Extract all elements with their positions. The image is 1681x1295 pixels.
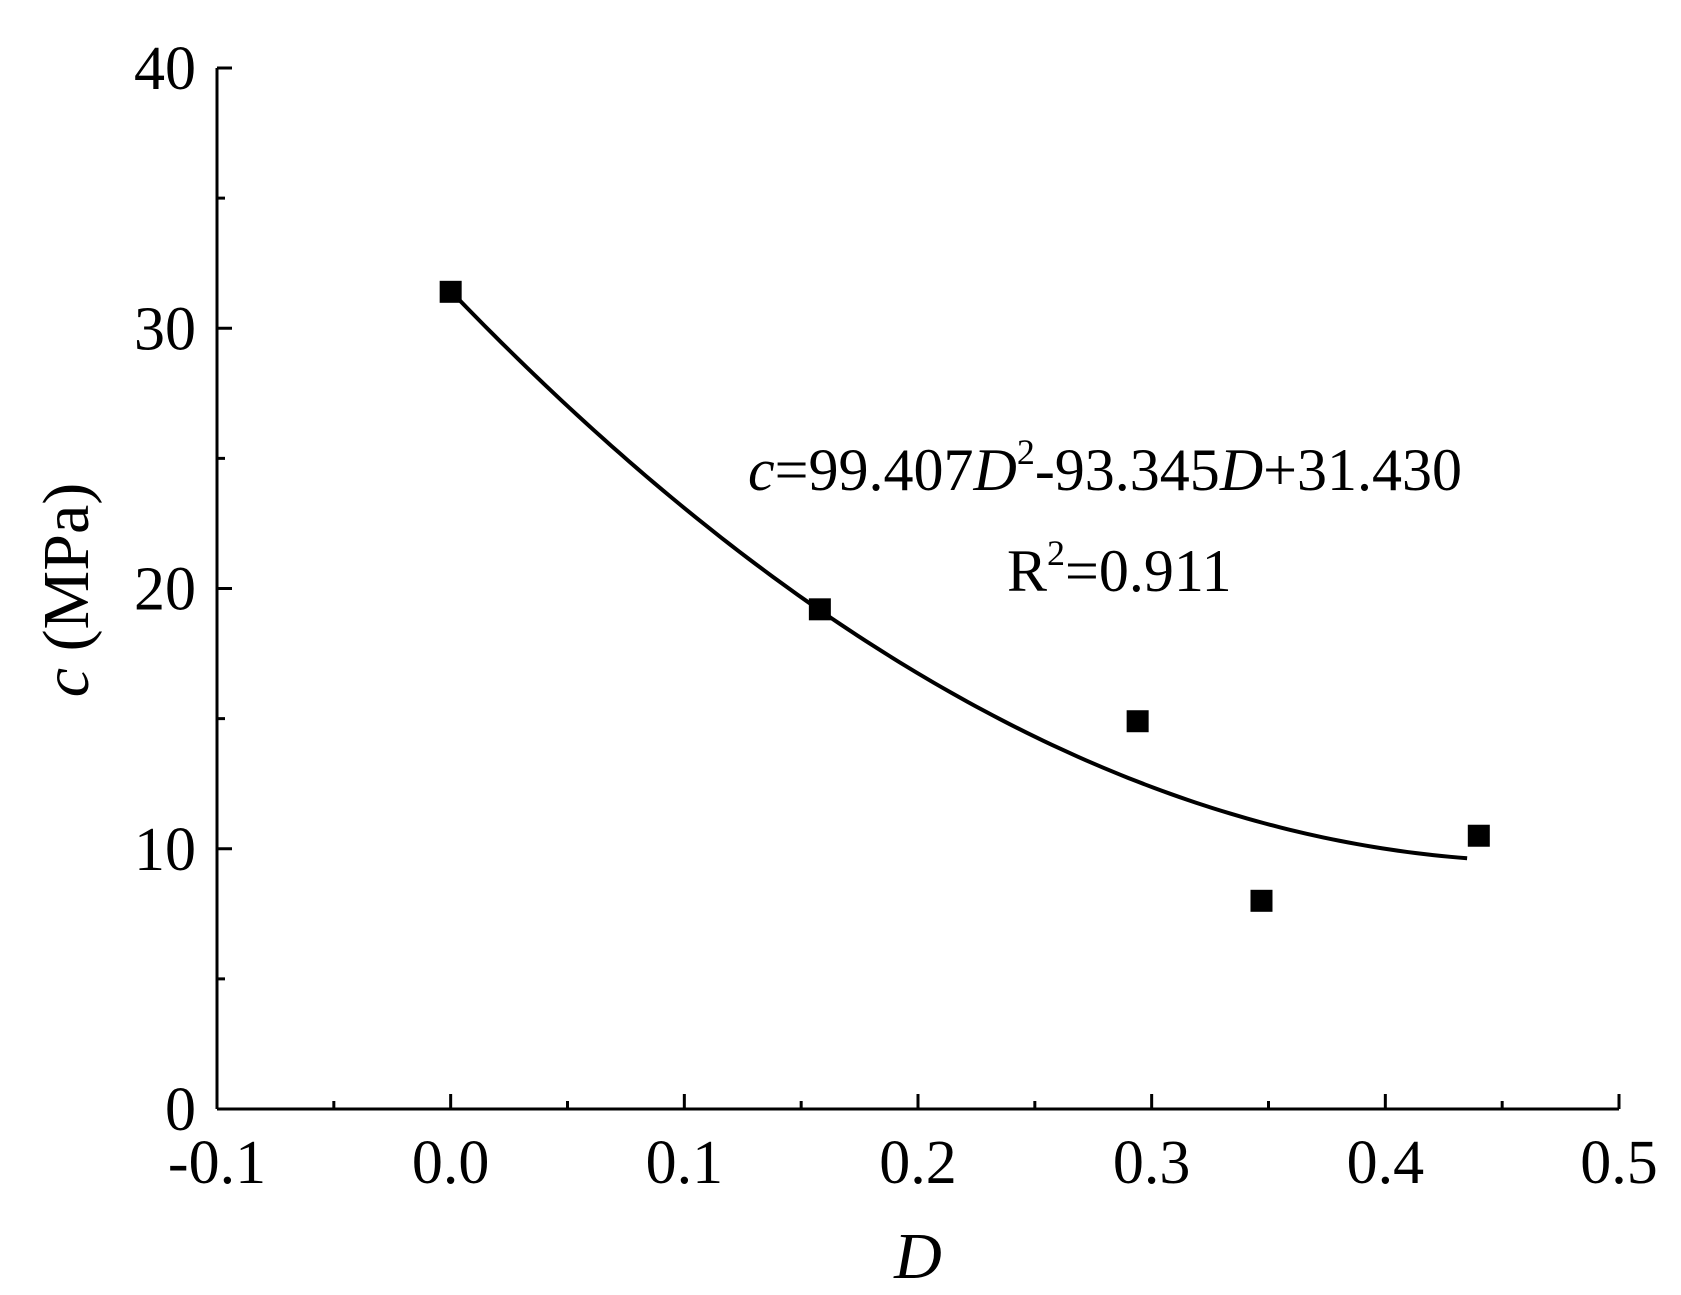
eq-d1: D xyxy=(972,437,1016,503)
x-tick-label-6: 0.5 xyxy=(1580,1129,1658,1197)
axes xyxy=(215,68,1619,1111)
data-point-1 xyxy=(808,598,831,621)
data-point-4 xyxy=(1467,824,1490,847)
eq-part2: -93.345 xyxy=(1035,437,1220,503)
x-tick-labels: -0.1 0.0 0.1 0.2 0.3 0.4 0.5 xyxy=(168,1129,1658,1197)
y-ticks xyxy=(217,66,232,1111)
eq-d2: D xyxy=(1219,437,1263,503)
eq-sup: 2 xyxy=(1017,432,1035,472)
y-axis-title: c (MPa) xyxy=(30,483,103,697)
y-tick-label-4: 40 xyxy=(134,35,196,103)
y-tick-label-3: 30 xyxy=(134,295,196,363)
data-point-3 xyxy=(1250,889,1273,912)
x-tick-label-2: 0.1 xyxy=(646,1129,724,1197)
r2-sup: 2 xyxy=(1047,533,1065,573)
eq-part1: =99.407 xyxy=(775,437,974,503)
data-points xyxy=(439,280,1490,912)
x-tick-label-4: 0.3 xyxy=(1113,1129,1191,1197)
r2-value: =0.911 xyxy=(1065,538,1232,604)
y-axis-title-var: c xyxy=(30,668,103,697)
x-tick-label-1: 0.0 xyxy=(412,1129,490,1197)
y-tick-labels: 0 10 20 30 40 xyxy=(134,35,196,1144)
r-squared: R2=0.911 xyxy=(1007,533,1232,604)
x-tick-label-5: 0.4 xyxy=(1347,1129,1425,1197)
y-tick-label-0: 0 xyxy=(165,1076,196,1144)
x-ticks xyxy=(215,1094,1621,1109)
x-tick-label-0: -0.1 xyxy=(168,1129,266,1197)
fit-curve xyxy=(449,289,1468,861)
y-axis-title-space xyxy=(30,651,103,668)
x-axis-title: D xyxy=(893,1220,942,1293)
y-axis-title-unit: (MPa) xyxy=(30,483,103,652)
y-tick-label-1: 10 xyxy=(134,816,196,884)
fit-equation: c=99.407D2-93.345D+31.430 xyxy=(748,432,1462,503)
data-point-0 xyxy=(439,280,462,303)
data-point-2 xyxy=(1126,710,1149,733)
x-tick-label-3: 0.2 xyxy=(879,1129,957,1197)
y-tick-label-2: 20 xyxy=(134,556,196,624)
r2-r: R xyxy=(1007,538,1047,604)
eq-part3: +31.430 xyxy=(1263,437,1462,503)
eq-var: c xyxy=(748,437,775,503)
